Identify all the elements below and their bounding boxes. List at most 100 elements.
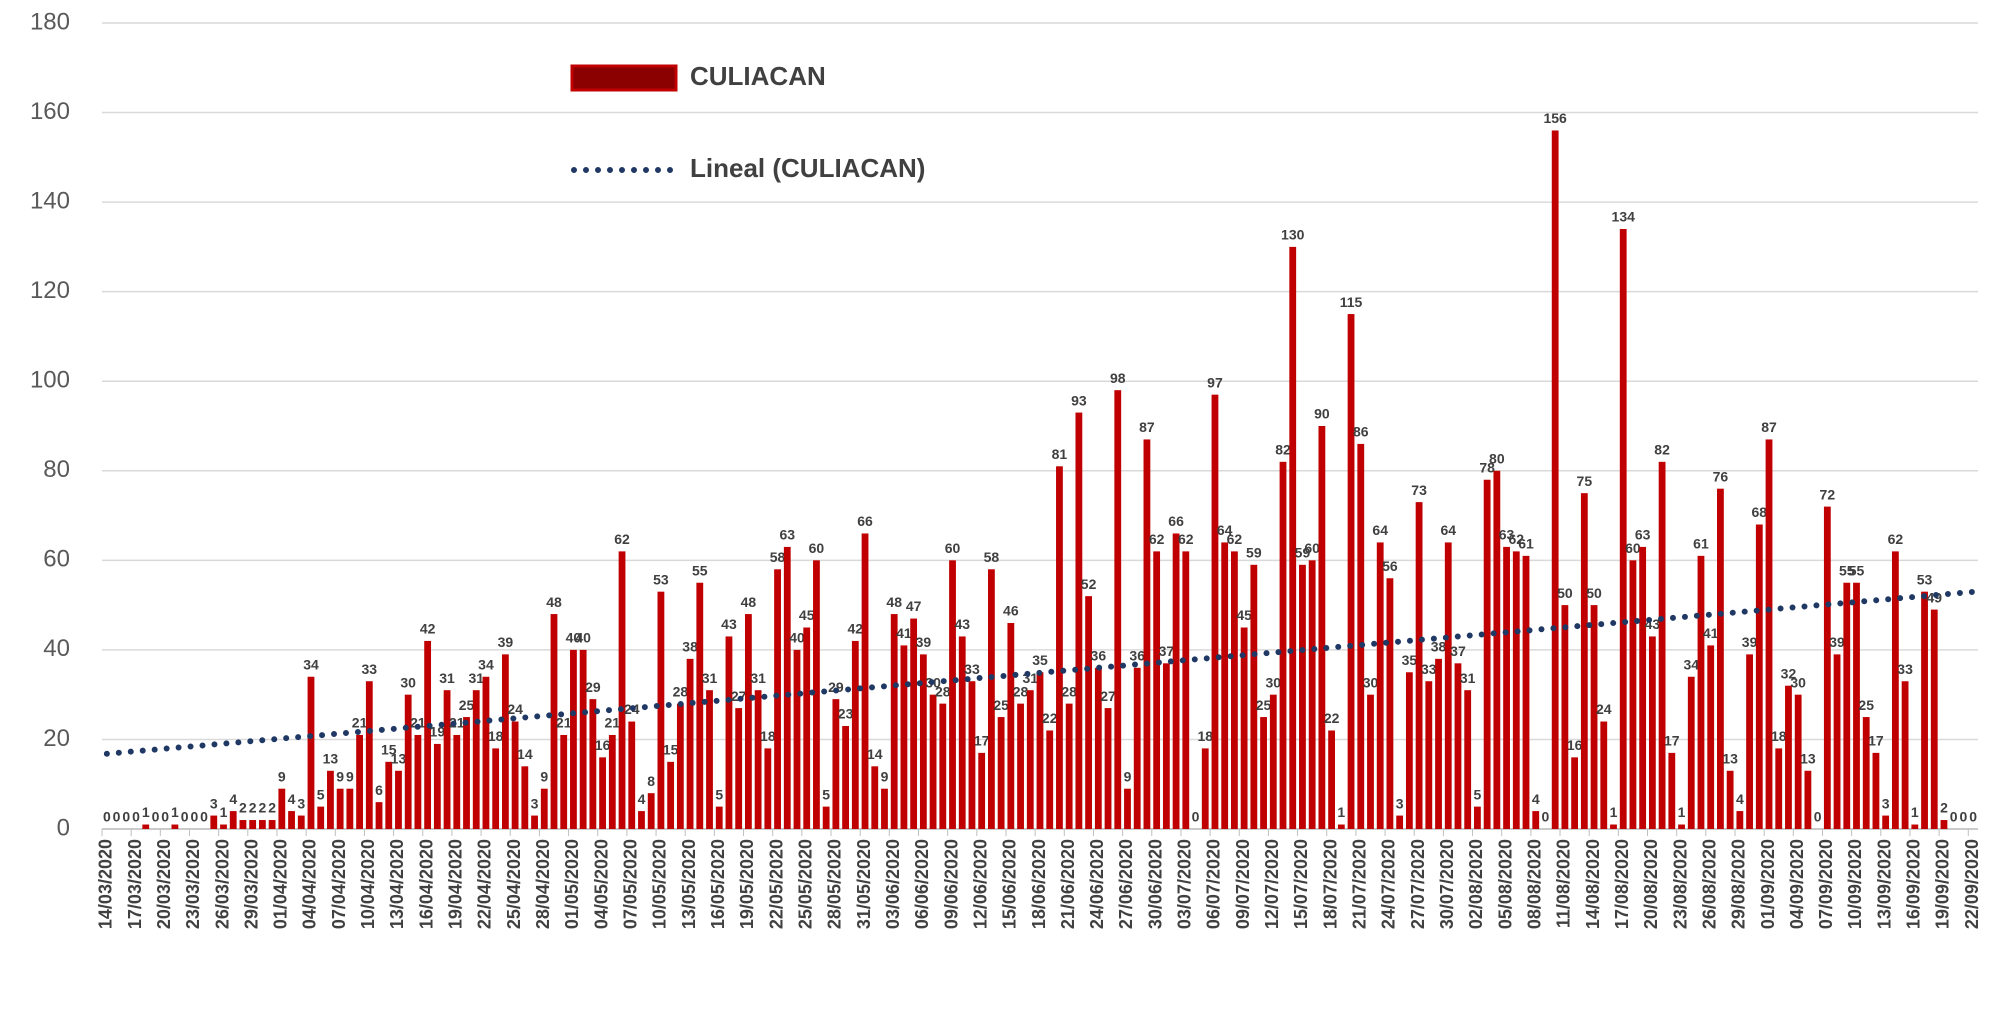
bar [1930,609,1938,829]
bar [1736,811,1744,829]
value-label: 1 [1610,804,1618,820]
bar [968,681,976,829]
x-tick-label: 01/04/2020 [271,839,291,929]
value-label: 2 [268,800,276,816]
value-label: 29 [828,679,844,695]
bar [929,694,937,829]
value-label: 134 [1612,209,1636,225]
x-tick-label: 01/05/2020 [562,839,582,929]
bar [1396,815,1404,829]
value-label: 25 [459,697,475,713]
bar [638,811,645,829]
x-tick-label: 18/07/2020 [1320,839,1340,929]
bar [1687,676,1695,829]
value-label: 27 [1100,688,1116,704]
value-label: 4 [229,791,237,807]
value-label: 16 [595,737,611,753]
value-label: 0 [1969,809,1977,825]
value-label: 90 [1314,406,1330,422]
bar [1746,654,1753,829]
bar [1823,506,1831,829]
bar [1367,694,1374,829]
value-label: 17 [974,733,990,749]
bar [1483,479,1491,829]
bar [1882,815,1890,829]
value-label: 31 [468,670,484,686]
bar [1444,542,1452,829]
bar [1435,658,1442,829]
bar [1619,228,1627,829]
x-tick-label: 08/08/2020 [1524,839,1544,929]
bar [764,748,772,829]
value-label: 97 [1207,374,1223,390]
bar [220,824,227,829]
bar [978,752,986,829]
x-tick-label: 17/03/2020 [125,839,145,929]
x-tick-label: 28/05/2020 [825,839,845,929]
value-label: 53 [653,571,669,587]
value-label: 38 [682,639,698,655]
y-tick-label: 40 [43,635,70,662]
value-label: 13 [391,750,407,766]
value-label: 52 [1081,576,1097,592]
value-label: 50 [1557,585,1573,601]
x-tick-label: 06/06/2020 [912,839,932,929]
value-label: 62 [1888,531,1904,547]
bar [385,761,393,829]
x-tick-label: 22/09/2020 [1962,839,1982,929]
value-label: 82 [1275,442,1291,458]
value-label: 115 [1340,294,1363,310]
x-tick-label: 07/04/2020 [329,839,349,929]
value-label: 66 [1168,513,1184,529]
bar [1804,770,1812,829]
value-label: 63 [1635,527,1651,543]
bar [1843,582,1851,829]
bar [521,766,529,829]
value-label: 21 [352,715,368,731]
bar [1075,412,1083,829]
bar [210,815,218,829]
bar [997,717,1005,829]
bar [1347,314,1355,829]
x-tick-label: 28/04/2020 [533,839,553,929]
value-label: 36 [1129,648,1145,664]
y-tick-label: 180 [30,8,70,35]
bar [628,721,636,829]
value-label: 60 [1304,540,1320,556]
bar [735,708,743,829]
value-label: 39 [1829,634,1845,650]
value-label: 13 [323,750,339,766]
value-label: 35 [1032,652,1048,668]
bar [861,533,869,829]
bar [317,806,325,829]
bar [1785,685,1792,829]
value-label: 56 [1382,558,1398,574]
bar [939,703,947,829]
value-label: 22 [1042,710,1058,726]
bar [667,761,675,829]
x-tick-label: 15/07/2020 [1291,839,1311,929]
bar [1289,246,1297,829]
x-tick-label: 19/05/2020 [737,839,757,929]
bar [774,569,781,829]
bar [1026,690,1034,829]
bar [1357,443,1365,829]
value-label: 48 [546,594,562,610]
bar [404,694,412,829]
value-label: 28 [1013,683,1029,699]
value-label: 30 [1790,674,1806,690]
value-label: 1 [171,804,179,820]
value-label: 35 [1402,652,1418,668]
bar [1610,824,1617,829]
x-tick-label: 10/04/2020 [358,839,378,929]
bar [1726,770,1734,829]
bar [531,815,538,829]
bar [365,681,373,829]
value-label: 30 [1363,674,1379,690]
value-label: 0 [152,809,160,825]
bar [1153,551,1161,829]
value-label: 87 [1139,419,1155,435]
value-label: 39 [916,634,932,650]
bar [1085,596,1093,829]
